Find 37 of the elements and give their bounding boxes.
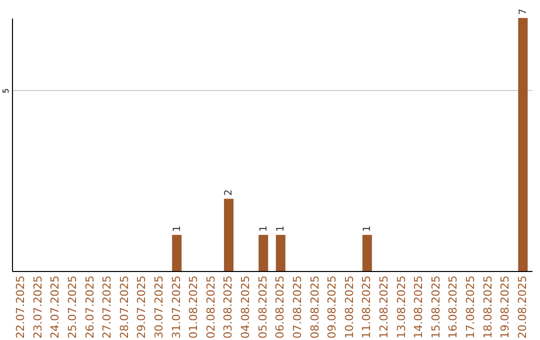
data-label: 1 (258, 225, 270, 232)
x-tick-label: 15.08.2025 (429, 276, 442, 338)
x-tick-label: 01.08.2025 (187, 276, 200, 338)
x-tick-label: 19.08.2025 (498, 276, 512, 338)
x-tick-label: 24.07.2025 (48, 276, 62, 338)
x-tick-label: 13.08.2025 (394, 276, 408, 338)
x-tick-label: 14.08.2025 (412, 276, 426, 338)
x-tick-label: 20.08.2025 (516, 276, 529, 338)
x-tick-label: 17.08.2025 (464, 276, 477, 338)
x-tick-label: 08.08.2025 (308, 276, 322, 338)
x-tick-label: 26.07.2025 (83, 276, 96, 338)
x-tick-label: 04.08.2025 (239, 276, 252, 338)
x-tick-label: 25.07.2025 (66, 276, 79, 338)
x-tick-label: 10.08.2025 (342, 276, 356, 338)
x-tick-label: 05.08.2025 (256, 276, 270, 338)
data-label: 7 (518, 8, 529, 15)
x-tick-label: 03.08.2025 (222, 276, 235, 338)
x-tick-label: 30.07.2025 (152, 276, 166, 338)
x-tick-label: 23.07.2025 (31, 276, 44, 338)
x-tick-label: 31.07.2025 (170, 276, 183, 338)
x-tick-label: 11.08.2025 (360, 276, 374, 338)
data-label: 2 (224, 189, 235, 196)
x-tick-label: 22.07.2025 (14, 276, 28, 338)
x-tick-label: 18.08.2025 (481, 276, 494, 338)
x-tick-label: 07.08.2025 (290, 276, 304, 338)
data-label: 1 (362, 225, 374, 232)
data-label: 1 (172, 225, 183, 232)
y-tick-label: 5 (2, 88, 10, 94)
x-tick-label: 29.07.2025 (135, 276, 148, 338)
x-tick-label: 27.07.2025 (100, 276, 114, 338)
x-tick-label: 02.08.2025 (204, 276, 218, 338)
x-tick-label: 28.07.2025 (118, 276, 131, 338)
x-tick-label: 16.08.2025 (446, 276, 460, 338)
x-tick-label: 09.08.2025 (326, 276, 339, 338)
x-tick-label: 12.08.2025 (377, 276, 390, 338)
x-tick-label: 06.08.2025 (274, 276, 287, 338)
data-label: 1 (276, 225, 287, 232)
